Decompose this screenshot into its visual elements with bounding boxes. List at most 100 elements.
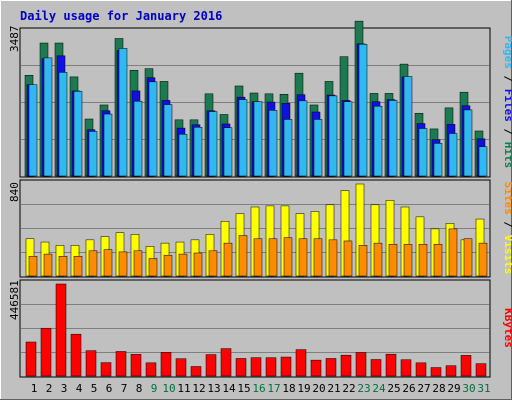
legend-part: Files <box>502 89 512 122</box>
pages-bar <box>403 76 413 177</box>
sites-bar <box>283 237 293 277</box>
pages-bar <box>298 100 308 177</box>
x-tick-label: 27 <box>417 382 430 395</box>
pages-bar <box>118 48 128 177</box>
sites-bar <box>433 243 443 277</box>
x-tick-label: 21 <box>327 382 340 395</box>
kbytes-bar <box>40 327 52 377</box>
legend-part: / <box>502 69 512 89</box>
sites-bar <box>343 240 353 277</box>
x-tick-label: 1 <box>31 382 38 395</box>
x-tick-label: 8 <box>136 382 143 395</box>
x-tick-label: 23 <box>357 382 370 395</box>
pages-bar <box>418 128 428 177</box>
legend-part: Sites <box>502 182 512 215</box>
kbytes-bar <box>70 333 82 377</box>
legend-part: Pages <box>502 36 512 69</box>
x-tick-label: 31 <box>477 382 490 395</box>
x-tick-label: 5 <box>91 382 98 395</box>
sites-bar <box>28 256 38 277</box>
sites-bar <box>358 245 368 277</box>
pages-bar <box>238 99 248 177</box>
kbytes-bar <box>460 355 472 377</box>
x-tick-label: 24 <box>372 382 386 395</box>
x-tick-label: 29 <box>447 382 460 395</box>
kbytes-bar <box>190 366 202 377</box>
pages-bar <box>268 110 278 177</box>
sites-bar <box>238 235 248 277</box>
visits-panel-legend: Sites / Visits <box>502 182 512 275</box>
legend-part: KBytes <box>502 308 512 348</box>
kbytes-bar <box>145 362 157 377</box>
x-tick-label: 14 <box>222 382 236 395</box>
pages-bar <box>448 133 458 177</box>
x-tick-label: 19 <box>297 382 310 395</box>
kbytes-bar <box>475 363 487 377</box>
x-tick-label: 3 <box>61 382 68 395</box>
hits-ymax-label: 3487 <box>8 26 21 53</box>
x-tick-label: 9 <box>151 382 158 395</box>
kbytes-bar <box>295 349 307 377</box>
x-tick-label: 10 <box>162 382 175 395</box>
legend-part: / <box>502 122 512 142</box>
kbytes-ymax-label: 446581 <box>8 280 21 320</box>
pages-bar <box>358 44 368 177</box>
legend-part: Hits <box>502 142 512 169</box>
kbytes-bar <box>265 357 277 377</box>
kbytes-bar <box>205 354 217 377</box>
kbytes-bar <box>100 362 112 377</box>
sites-bar <box>478 242 488 277</box>
pages-bar <box>148 81 158 177</box>
sites-bar <box>73 256 83 277</box>
sites-bar <box>418 243 428 277</box>
x-tick-label: 15 <box>237 382 250 395</box>
pages-bar <box>193 127 203 177</box>
kbytes-bar <box>235 358 247 377</box>
pages-bar <box>313 119 323 177</box>
kbytes-panel-legend: KBytes <box>502 308 512 348</box>
sites-bar <box>448 228 458 277</box>
sites-bar <box>223 242 233 277</box>
x-tick-label: 30 <box>462 382 475 395</box>
kbytes-bar <box>220 348 232 377</box>
pages-bar <box>58 72 68 177</box>
pages-bar <box>433 143 443 177</box>
kbytes-bar <box>25 341 37 377</box>
x-tick-label: 13 <box>207 382 220 395</box>
sites-bar <box>253 238 263 277</box>
sites-bar <box>43 253 53 277</box>
kbytes-bar <box>250 357 262 377</box>
pages-bar <box>103 113 113 177</box>
kbytes-bar <box>280 356 292 377</box>
sites-bar <box>463 238 473 277</box>
sites-bar <box>193 252 203 277</box>
sites-bar <box>148 258 158 277</box>
pages-bar <box>28 84 38 177</box>
pages-bar <box>388 100 398 177</box>
legend-part: Visits <box>502 235 512 275</box>
kbytes-bar <box>85 350 97 377</box>
kbytes-bar <box>115 351 127 377</box>
x-tick-label: 20 <box>312 382 325 395</box>
x-tick-label: 28 <box>432 382 445 395</box>
pages-bar <box>253 101 263 177</box>
sites-bar <box>298 238 308 277</box>
pages-bar <box>73 91 83 177</box>
x-tick-label: 26 <box>402 382 415 395</box>
legend-part: / <box>502 215 512 235</box>
chart-title: Daily usage for January 2016 <box>20 9 222 23</box>
sites-bar <box>178 253 188 277</box>
x-tick-label: 25 <box>387 382 400 395</box>
x-tick-label: 7 <box>121 382 128 395</box>
x-tick-label: 6 <box>106 382 113 395</box>
sites-bar <box>268 238 278 277</box>
x-tick-label: 22 <box>342 382 355 395</box>
bars <box>24 20 488 377</box>
sites-bar <box>313 238 323 277</box>
pages-bar <box>343 101 353 177</box>
x-axis-labels: 1 2 3 4 5 6 7 8 9 10 11 12 13 14 15 16 17 18 19 20 21 22 23 24 2… <box>31 382 491 395</box>
x-tick-label: 2 <box>46 382 53 395</box>
kbytes-bar <box>370 359 382 377</box>
kbytes-bar <box>385 353 397 377</box>
